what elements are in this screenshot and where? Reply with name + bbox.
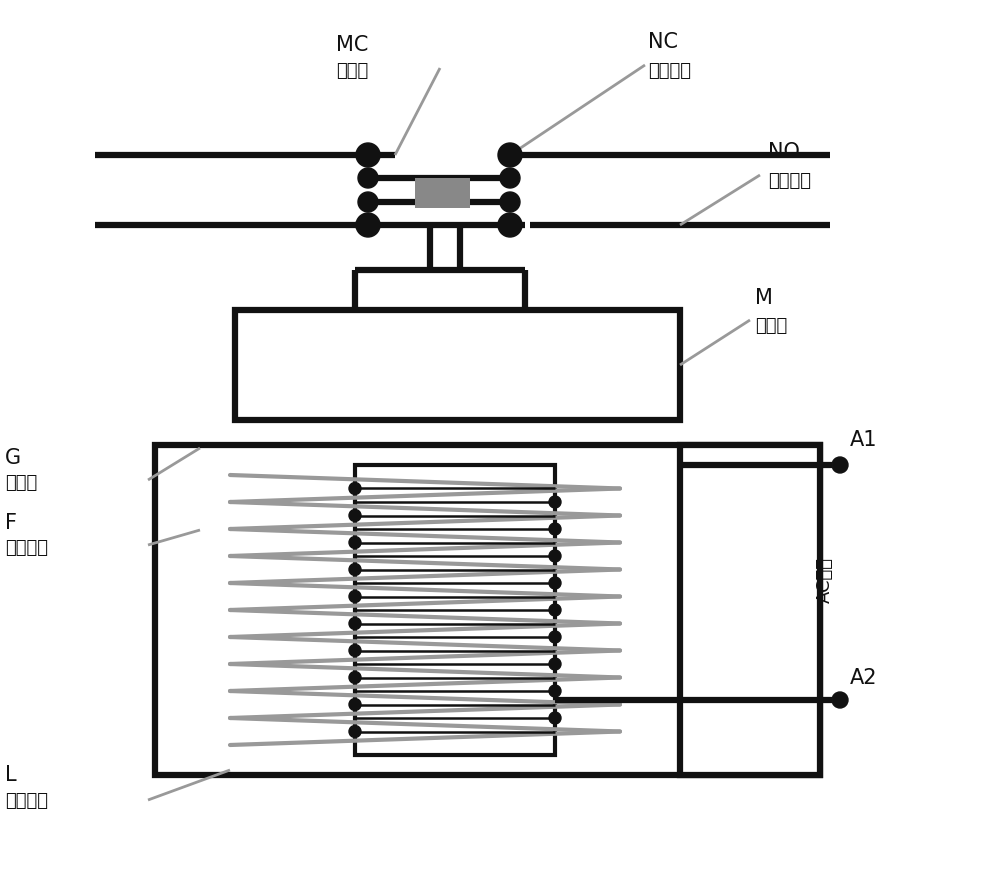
Bar (415, 178, 470, 208)
Circle shape (498, 143, 522, 167)
Circle shape (549, 577, 561, 589)
Circle shape (549, 523, 561, 535)
Circle shape (356, 213, 380, 237)
Circle shape (349, 671, 361, 684)
Circle shape (349, 698, 361, 711)
Text: G: G (5, 448, 21, 468)
Circle shape (549, 604, 561, 616)
Text: M: M (755, 288, 773, 308)
Text: F: F (5, 513, 17, 533)
Text: 常开触点: 常开触点 (768, 172, 811, 190)
Text: AC电压: AC电压 (816, 557, 834, 603)
Circle shape (549, 550, 561, 562)
Text: 静铁芯: 静铁芯 (5, 474, 37, 492)
Bar (155, 445, 820, 775)
Circle shape (356, 143, 380, 167)
Text: A2: A2 (850, 668, 878, 688)
Circle shape (358, 168, 378, 188)
Circle shape (349, 617, 361, 630)
Circle shape (549, 496, 561, 508)
Bar (235, 310, 680, 420)
Circle shape (500, 168, 520, 188)
Text: L: L (5, 765, 17, 785)
Circle shape (549, 685, 561, 697)
Circle shape (349, 726, 361, 738)
Circle shape (832, 457, 848, 473)
Circle shape (349, 509, 361, 521)
Circle shape (549, 658, 561, 670)
Circle shape (549, 712, 561, 724)
Circle shape (349, 482, 361, 494)
Circle shape (358, 192, 378, 212)
Circle shape (349, 644, 361, 657)
Text: MC: MC (336, 35, 368, 55)
Text: NC: NC (648, 32, 678, 52)
Circle shape (349, 590, 361, 603)
Text: 常闭触点: 常闭触点 (648, 62, 691, 80)
Text: A1: A1 (850, 430, 878, 450)
Text: 复位弹簧: 复位弹簧 (5, 539, 48, 557)
Text: 动铁芯: 动铁芯 (755, 317, 787, 335)
Circle shape (832, 692, 848, 708)
Circle shape (498, 213, 522, 237)
Text: 励磁线圈: 励磁线圈 (5, 792, 48, 810)
Text: 动触点: 动触点 (336, 62, 368, 80)
Circle shape (349, 563, 361, 576)
Circle shape (349, 536, 361, 548)
Bar (355, 465, 555, 755)
Text: NO: NO (768, 142, 800, 162)
Bar (680, 445, 820, 775)
Circle shape (500, 192, 520, 212)
Circle shape (549, 631, 561, 643)
